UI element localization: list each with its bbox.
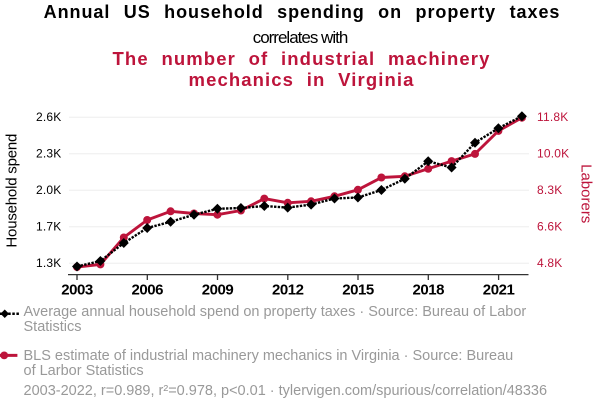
svg-text:2018: 2018 (413, 282, 445, 299)
svg-text:6.6K: 6.6K (537, 219, 563, 233)
svg-text:2009: 2009 (202, 282, 234, 299)
svg-text:2015: 2015 (342, 282, 374, 299)
svg-text:1.3K: 1.3K (36, 256, 62, 270)
svg-text:2.6K: 2.6K (36, 110, 62, 124)
svg-text:Laborers: Laborers (578, 164, 595, 223)
svg-text:2006: 2006 (132, 282, 164, 299)
svg-text:2021: 2021 (483, 282, 515, 299)
svg-text:10.0K: 10.0K (537, 146, 569, 160)
svg-text:11.8K: 11.8K (537, 110, 568, 124)
svg-text:Household spend: Household spend (4, 134, 21, 248)
svg-text:2012: 2012 (272, 282, 304, 299)
svg-text:1.7K: 1.7K (36, 219, 62, 233)
svg-text:8.3K: 8.3K (537, 183, 563, 197)
svg-text:2.3K: 2.3K (36, 146, 62, 160)
svg-text:4.8K: 4.8K (537, 256, 563, 270)
svg-text:2003: 2003 (61, 282, 93, 299)
svg-text:2.0K: 2.0K (36, 183, 62, 197)
